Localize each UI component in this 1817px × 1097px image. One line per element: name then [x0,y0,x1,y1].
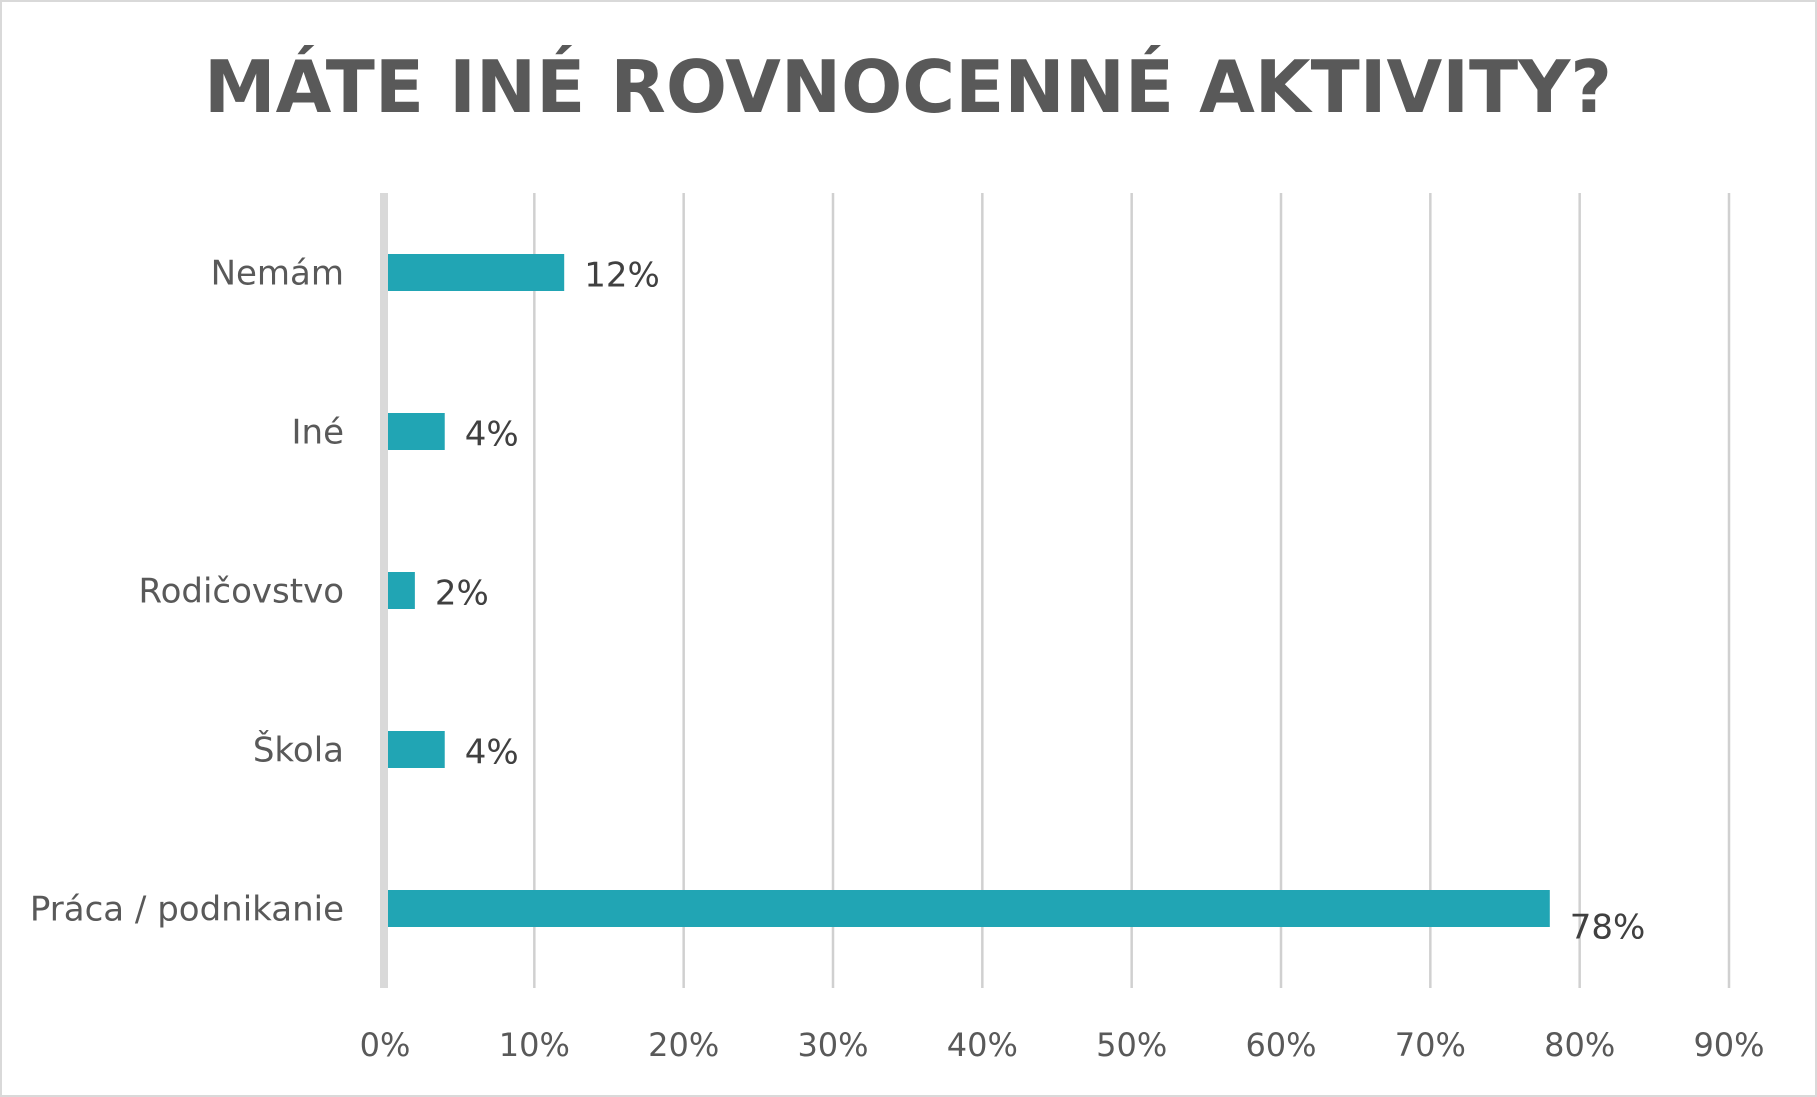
category-label: Nemám [211,254,344,294]
category-label: Rodičovstvo [138,572,344,612]
category-label: Iné [292,413,345,453]
x-tick-label: 80% [1544,1026,1615,1064]
bar [388,890,1550,927]
bar [388,254,565,291]
x-tick-label: 10% [499,1026,570,1064]
x-tick-label: 20% [648,1026,719,1064]
data-label: 4% [465,415,519,455]
data-labels: 12% 4% 2% 4% 78% [435,256,1646,948]
data-label: 4% [465,733,519,773]
data-label: 12% [584,256,660,296]
bar [388,413,445,450]
bar [388,572,415,609]
x-tick-label: 70% [1395,1026,1466,1064]
x-tick-label: 60% [1245,1026,1316,1064]
x-tick-label: 50% [1096,1026,1167,1064]
x-tick-label: 40% [947,1026,1018,1064]
bar [388,731,445,768]
category-label: Práca / podnikanie [30,890,344,930]
chart-title: MÁTE INÉ ROVNOCENNÉ AKTIVITY? [204,45,1612,129]
data-label: 2% [435,574,489,614]
category-labels: Nemám Iné Rodičovstvo Škola Práca / podnikan… [30,254,344,930]
data-label: 78% [1570,908,1646,948]
bars [388,254,1550,927]
x-tick-label: 90% [1693,1026,1764,1064]
x-tick-label: 0% [360,1026,411,1064]
tick-labels: 0% 10% 20% 30% 40% 50% 60% 70% 80% 90% [360,1026,1765,1064]
category-label: Škola [253,730,344,771]
gridlines [380,193,1731,988]
x-tick-label: 30% [797,1026,868,1064]
